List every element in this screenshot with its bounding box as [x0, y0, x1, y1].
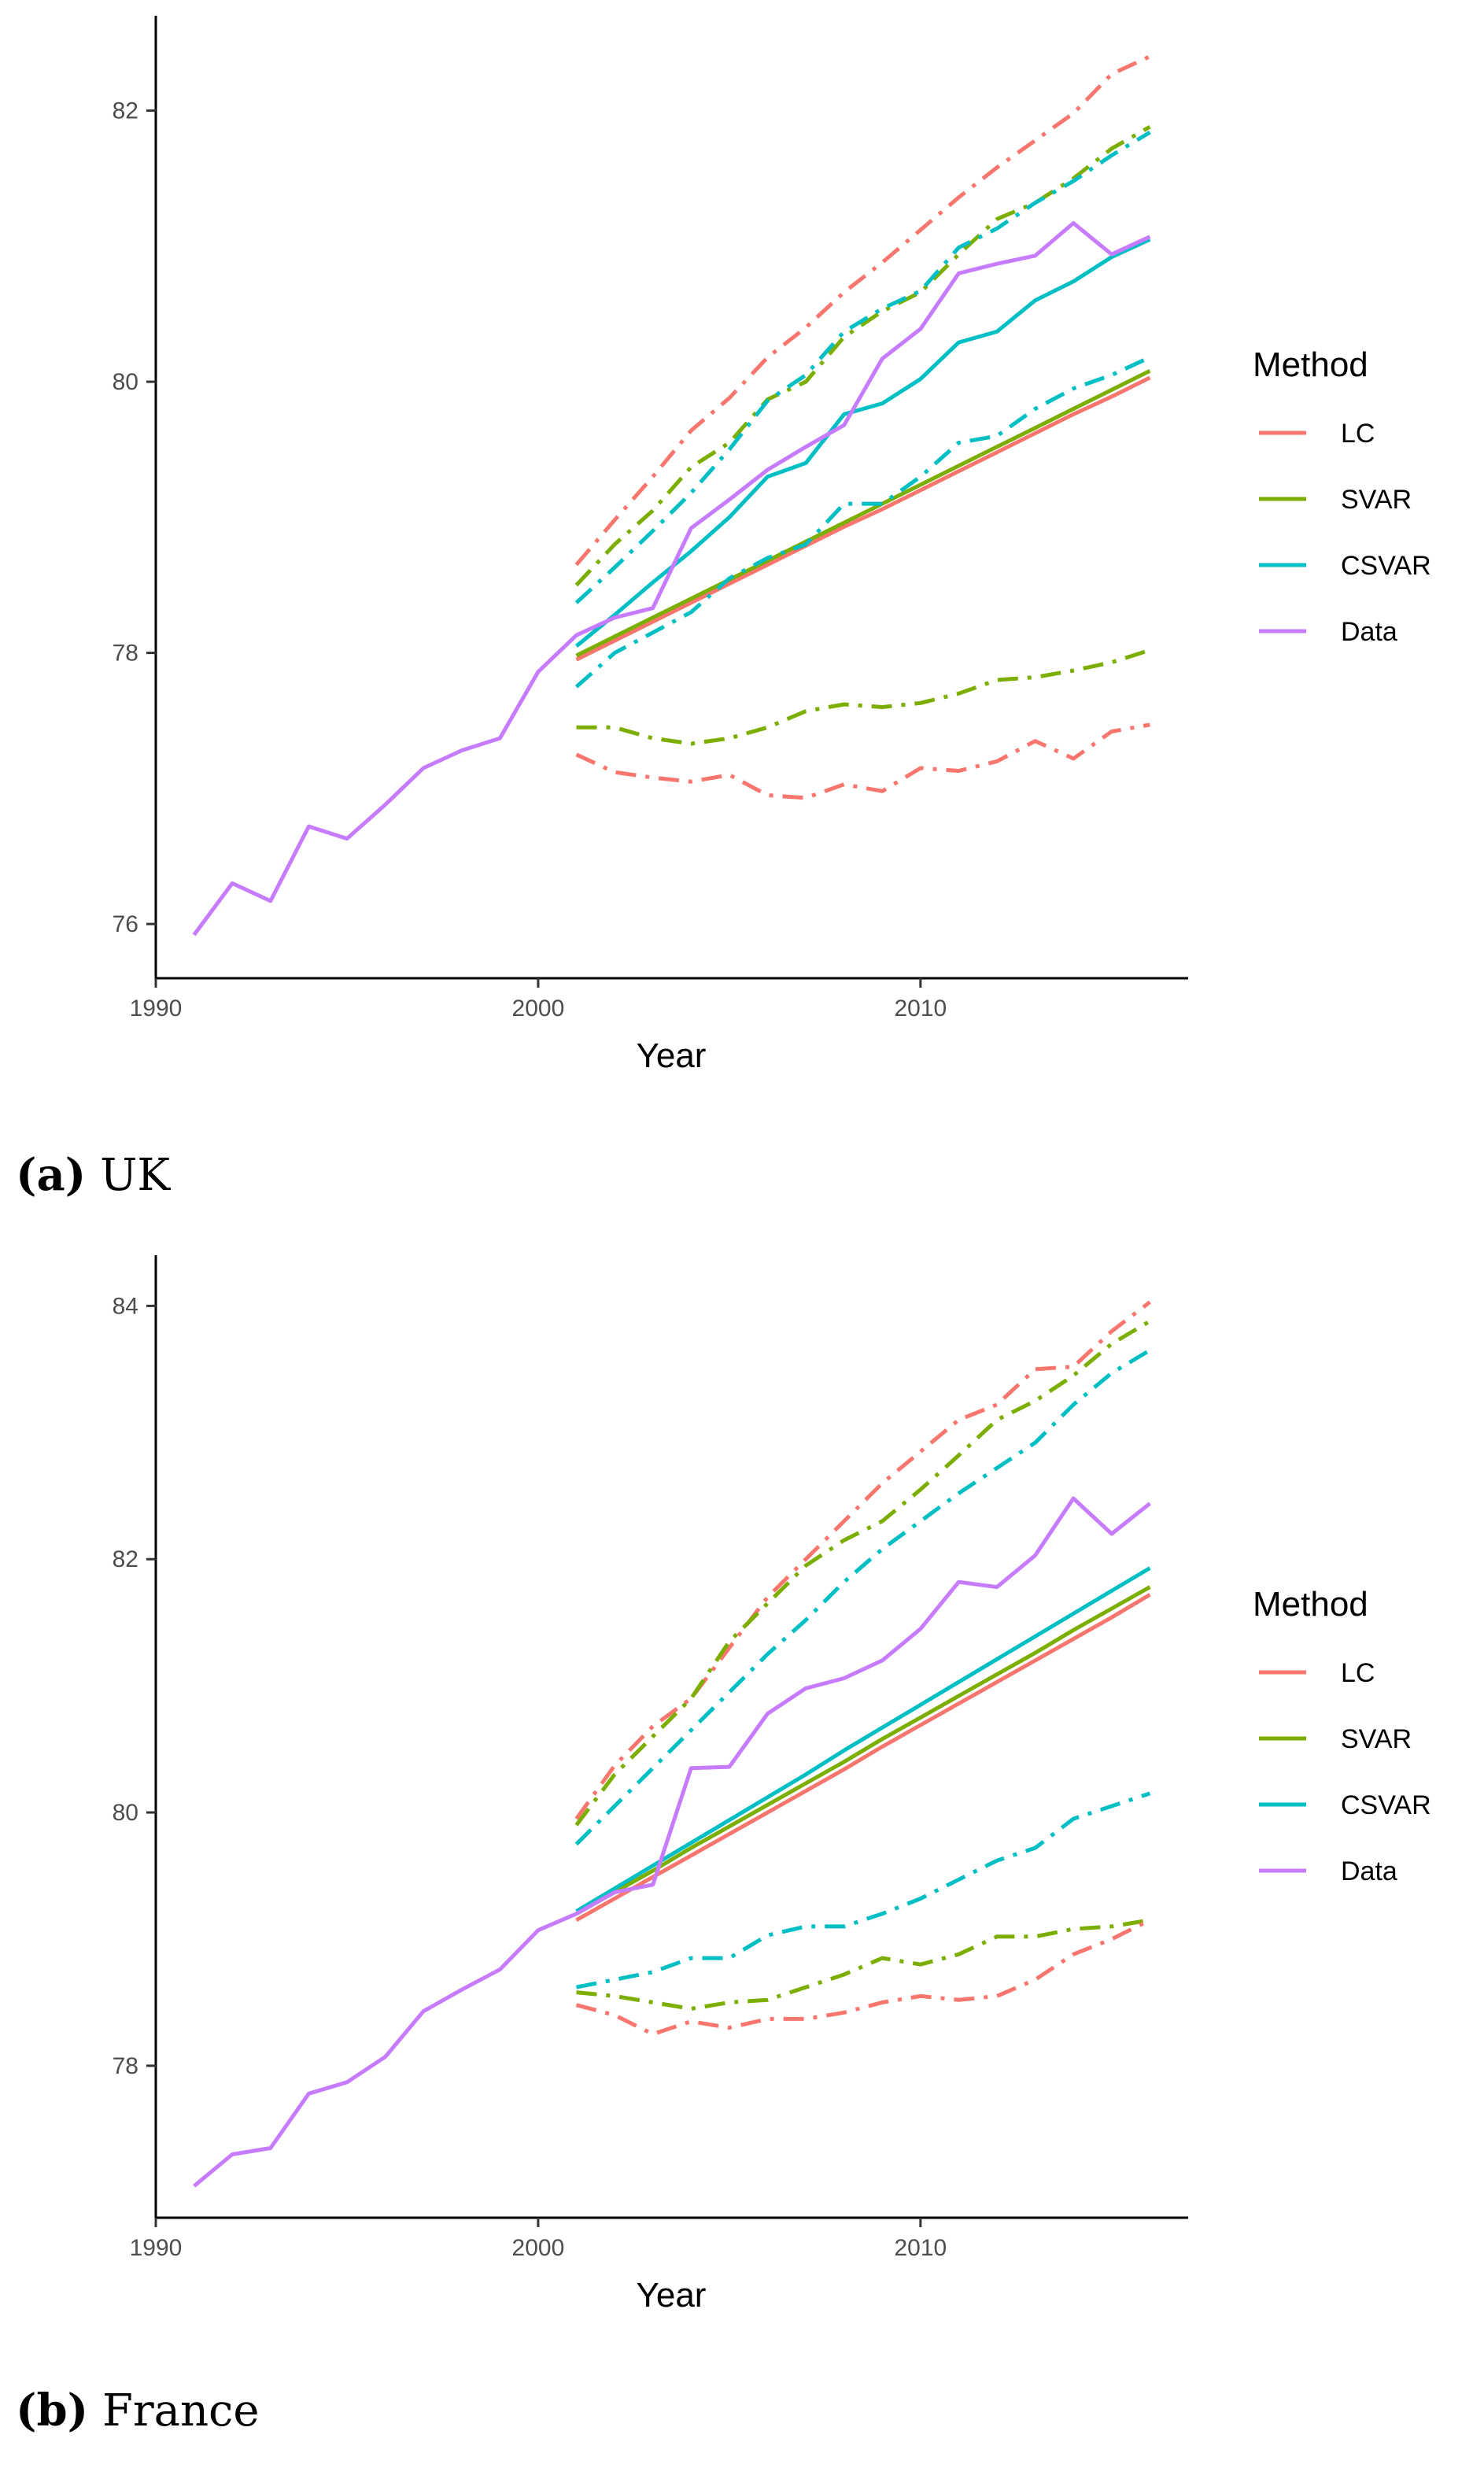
series-lc-interval [575, 1918, 1151, 2037]
caption-tag: (b) [16, 2385, 89, 2437]
legend-label-svar: SVAR [1341, 485, 1412, 515]
y-tick-label: 76 [113, 911, 138, 937]
caption-france: (b) France [16, 2385, 260, 2437]
legend-label-csvar: CSVAR [1341, 551, 1431, 581]
x-tick-label: 2000 [512, 2235, 565, 2261]
panel-uk: 76 78 80 82 1990 2000 2010 Year Method LC SVAR CSVA… [16, 16, 1431, 1201]
caption-text: UK [100, 1150, 171, 1201]
legend-title: Method [1253, 1585, 1368, 1624]
uk-chart: 76 78 80 82 1990 2000 2010 Year Method LC SVAR CSVA… [113, 16, 1431, 1075]
caption-tag: (a) [16, 1149, 87, 1201]
caption-uk: (a) UK [16, 1149, 170, 1201]
france-chart: 78 80 82 84 1990 2000 2010 Year Method LC SVAR CSVA… [113, 1255, 1431, 2315]
series-lc-interval [574, 1300, 1151, 1820]
series-svar-interval [576, 1918, 1150, 2011]
legend-label-svar: SVAR [1341, 1724, 1412, 1754]
y-tick-label: 82 [113, 98, 138, 124]
series-csvar-interval [576, 1791, 1151, 1989]
legend-label-data: Data [1341, 1856, 1397, 1886]
x-tick-label: 1990 [130, 2235, 183, 2261]
legend-label-data: Data [1341, 617, 1397, 647]
panel-france: 78 80 82 84 1990 2000 2010 Year Method LC SVAR CSVA… [0, 1240, 1484, 2479]
y-tick-label: 78 [113, 2053, 138, 2079]
legend-label-lc: LC [1341, 419, 1375, 449]
series-svar-interval [576, 648, 1151, 746]
series-csvar-interval [574, 355, 1151, 689]
y-tick-label: 78 [113, 641, 138, 667]
y-tick-label: 82 [113, 1546, 138, 1572]
x-axis-title: Year [637, 2276, 707, 2315]
x-tick-label: 2010 [894, 996, 947, 1022]
x-tick-label: 2000 [512, 996, 565, 1022]
y-tick-label: 84 [113, 1293, 138, 1319]
series-csvar-interval [574, 130, 1151, 604]
series-lc-point-forecast [575, 375, 1151, 662]
x-axis-title: Year [637, 1036, 707, 1075]
series-data [193, 1496, 1151, 2188]
legend-label-lc: LC [1341, 1658, 1375, 1688]
series-svar-interval [574, 1319, 1151, 1827]
x-tick-label: 1990 [130, 996, 183, 1022]
legend-label-csvar: CSVAR [1341, 1790, 1431, 1820]
series-csvar-point-forecast [575, 1566, 1151, 1913]
series-lc-interval [575, 722, 1150, 800]
x-tick-label: 2010 [894, 2235, 947, 2261]
y-tick-label: 80 [113, 369, 138, 395]
series-data [192, 221, 1151, 937]
caption-text: France [102, 2385, 260, 2437]
series-csvar-interval [574, 1348, 1151, 1846]
series-svar-point-forecast [575, 369, 1151, 658]
series-lc-interval [574, 54, 1151, 567]
y-tick-label: 80 [113, 1800, 138, 1826]
legend-title: Method [1253, 345, 1368, 384]
series-svar-point-forecast [575, 1585, 1151, 1916]
series-lc-point-forecast [575, 1593, 1151, 1922]
series-svar-interval [574, 125, 1151, 587]
